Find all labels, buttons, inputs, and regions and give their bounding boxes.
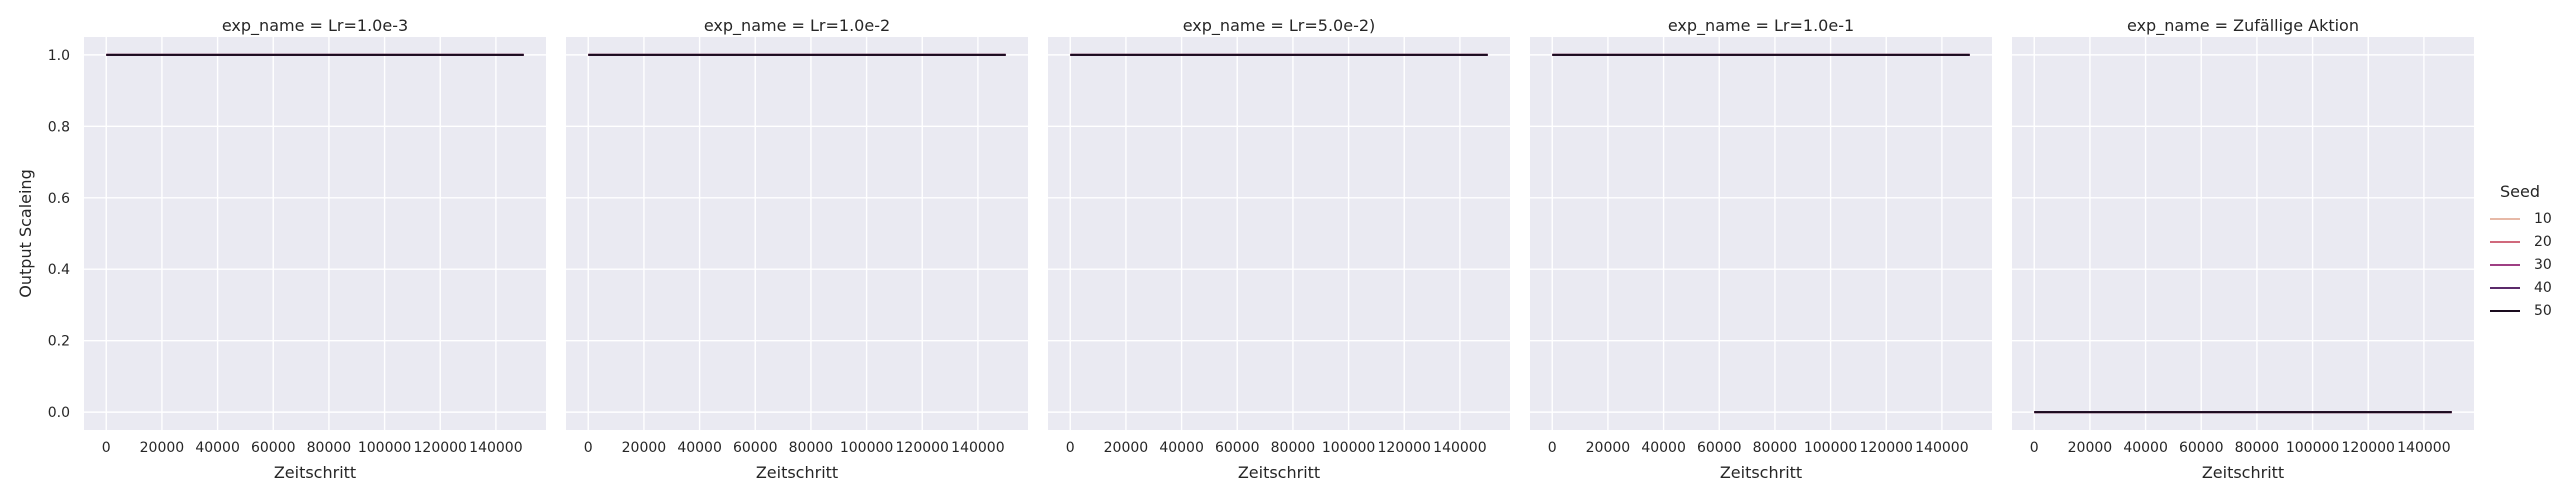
legend-item: 40 [2490, 276, 2570, 299]
legend-swatch [2490, 309, 2520, 312]
panel-title: exp_name = Lr=1.0e-3 [222, 16, 408, 36]
x-tick-label: 140000 [2397, 440, 2450, 456]
y-tick-label: 0.8 [48, 119, 70, 135]
plot-area [566, 37, 1028, 430]
x-tick-label: 60000 [733, 440, 778, 456]
y-tick-label: 1.0 [48, 48, 70, 64]
x-tick-label: 80000 [1753, 440, 1798, 456]
x-tick-label: 80000 [789, 440, 834, 456]
x-tick-label: 0 [2030, 440, 2039, 456]
x-tick-label: 0 [102, 440, 111, 456]
plot-area [2012, 37, 2474, 430]
x-tick-label: 60000 [1697, 440, 1742, 456]
x-tick-label: 140000 [951, 440, 1004, 456]
x-tick-label: 100000 [840, 440, 893, 456]
x-tick-label: 60000 [251, 440, 296, 456]
legend-swatch [2490, 240, 2520, 243]
x-tick-label: 120000 [1378, 440, 1431, 456]
x-tick-label: 80000 [307, 440, 352, 456]
legend-item: 30 [2490, 253, 2570, 276]
panel-title: exp_name = Lr=1.0e-2 [704, 16, 890, 36]
x-tick-label: 40000 [1641, 440, 1686, 456]
x-tick-label: 120000 [2342, 440, 2395, 456]
legend-title: Seed [2500, 182, 2540, 201]
x-tick-label: 20000 [1586, 440, 1631, 456]
legend-label: 20 [2534, 233, 2552, 250]
x-tick-label: 20000 [1104, 440, 1149, 456]
x-tick-label: 40000 [677, 440, 722, 456]
x-tick-label: 120000 [896, 440, 949, 456]
panel-title: exp_name = Lr=5.0e-2) [1183, 16, 1376, 36]
legend: Seed 10 20 30 40 50 [2490, 182, 2570, 322]
x-tick-label: 100000 [1322, 440, 1375, 456]
x-tick-label: 120000 [414, 440, 467, 456]
legend-label: 10 [2534, 210, 2552, 227]
x-tick-label: 80000 [1271, 440, 1316, 456]
y-tick-label: 0.0 [48, 405, 70, 421]
x-axis-label: Zeitschritt [1720, 463, 1802, 482]
y-axis-label: Output Scaleing [16, 169, 35, 297]
legend-label: 50 [2534, 302, 2552, 319]
legend-label: 30 [2534, 256, 2552, 273]
legend-item: 50 [2490, 299, 2570, 322]
x-tick-label: 0 [584, 440, 593, 456]
y-tick-label: 0.2 [48, 334, 70, 350]
legend-item: 10 [2490, 207, 2570, 230]
x-tick-label: 0 [1066, 440, 1075, 456]
panel-title: exp_name = Lr=1.0e-1 [1668, 16, 1854, 36]
plot-area [84, 37, 546, 430]
x-tick-label: 40000 [1159, 440, 1204, 456]
x-tick-label: 100000 [358, 440, 411, 456]
legend-swatch [2490, 263, 2520, 266]
y-tick-label: 0.6 [48, 191, 70, 207]
legend-label: 40 [2534, 279, 2552, 296]
legend-swatch [2490, 286, 2520, 289]
legend-swatch [2490, 217, 2520, 220]
x-tick-label: 100000 [2286, 440, 2339, 456]
plot-area [1048, 37, 1510, 430]
x-tick-label: 140000 [469, 440, 522, 456]
facet-line-chart: 0 20000 40000 60000 80000 100000 120000 1400000… [16, 16, 2474, 482]
x-axis-label: Zeitschritt [1238, 463, 1320, 482]
x-tick-label: 20000 [2068, 440, 2113, 456]
x-tick-label: 140000 [1915, 440, 1968, 456]
x-tick-label: 60000 [2179, 440, 2224, 456]
x-tick-label: 20000 [140, 440, 185, 456]
panel-title: exp_name = Zufällige Aktion [2127, 16, 2359, 36]
x-tick-label: 0 [1548, 440, 1557, 456]
x-tick-label: 80000 [2235, 440, 2280, 456]
x-axis-label: Zeitschritt [2202, 463, 2284, 482]
x-axis-label: Zeitschritt [756, 463, 838, 482]
x-tick-label: 100000 [1804, 440, 1857, 456]
x-tick-label: 40000 [195, 440, 240, 456]
x-tick-label: 40000 [2123, 440, 2168, 456]
x-axis-label: Zeitschritt [274, 463, 356, 482]
x-tick-label: 120000 [1860, 440, 1913, 456]
x-tick-label: 60000 [1215, 440, 1260, 456]
plot-area [1530, 37, 1992, 430]
x-tick-label: 140000 [1433, 440, 1486, 456]
y-tick-label: 0.4 [48, 262, 70, 278]
x-tick-label: 20000 [622, 440, 667, 456]
legend-item: 20 [2490, 230, 2570, 253]
